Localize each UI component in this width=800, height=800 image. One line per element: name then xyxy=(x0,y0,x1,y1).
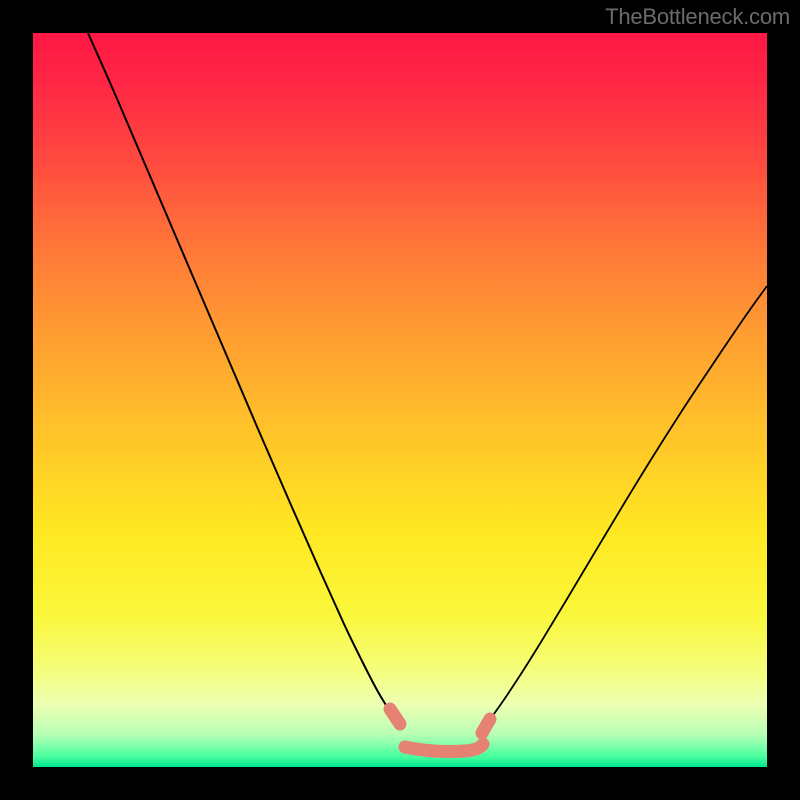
plot-area xyxy=(33,33,767,767)
outer-frame: TheBottleneck.com xyxy=(0,0,800,800)
valley-marker-segment xyxy=(405,744,483,752)
valley-marker-segment xyxy=(482,719,490,733)
valley-marker-segment xyxy=(390,709,400,724)
bottleneck-curve-chart xyxy=(33,33,767,767)
gradient-background xyxy=(33,33,767,767)
watermark-text: TheBottleneck.com xyxy=(605,4,790,30)
